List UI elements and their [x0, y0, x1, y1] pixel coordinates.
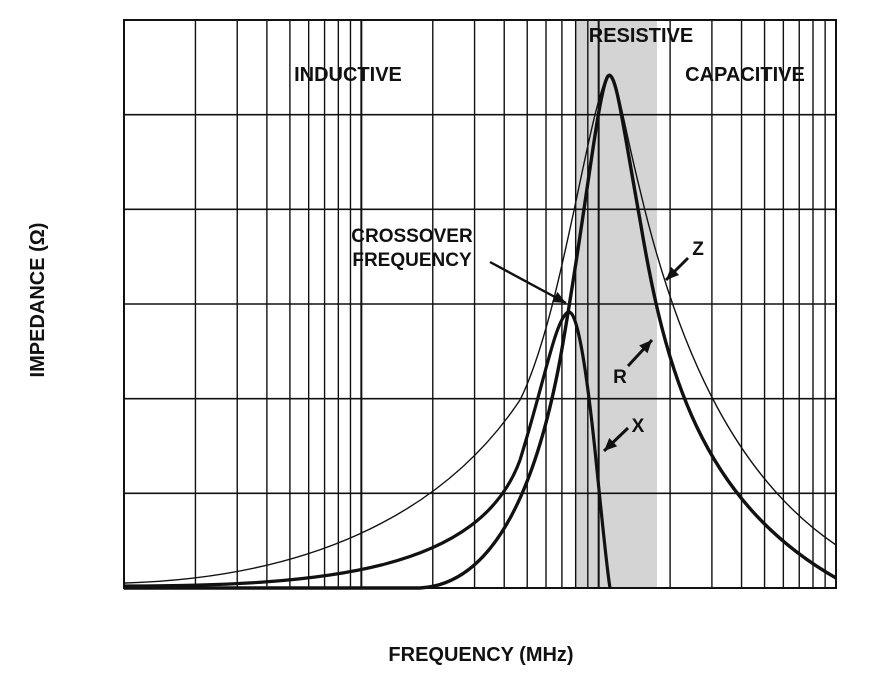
region-label-inductive: INDUCTIVE: [294, 64, 402, 86]
crossover-arrow-shaft: [489, 260, 567, 305]
x-axis-label: FREQUENCY (MHz): [388, 644, 573, 666]
z-curve: [123, 73, 837, 584]
r-arrow-head: [639, 340, 652, 354]
z-curve-label: Z: [692, 239, 704, 260]
region-label-capacitive: CAPACITIVE: [685, 64, 805, 86]
crossover-arrow-head: [552, 291, 566, 303]
crossover-label-line2: FREQUENCY: [352, 250, 472, 271]
plot-frame: [123, 19, 837, 589]
r-curve-label: R: [613, 367, 627, 388]
y-axis-label: IMPEDANCE (Ω): [27, 223, 49, 378]
z-arrow-head: [666, 266, 680, 280]
region-label-resistive: RESISTIVE: [589, 25, 693, 47]
curves: [123, 73, 837, 590]
annotation-arrows: [489, 256, 690, 453]
r-curve: [124, 73, 837, 590]
x-curve: [123, 310, 612, 589]
crossover-label-line1: CROSSOVER: [351, 226, 473, 247]
x-arrow-head: [604, 438, 618, 451]
grid: [124, 20, 836, 588]
x-curve-label: X: [632, 416, 645, 437]
